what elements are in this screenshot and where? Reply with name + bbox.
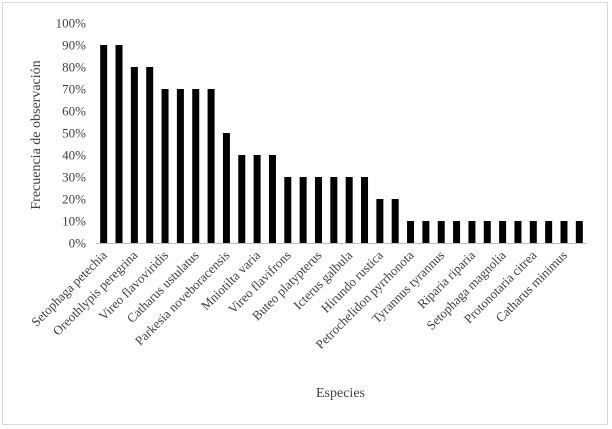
bar	[330, 177, 338, 243]
bar	[560, 221, 568, 243]
bar	[468, 221, 476, 243]
y-tick-label: 90%	[62, 38, 86, 53]
y-tick-label: 0%	[69, 236, 87, 251]
bar	[545, 221, 553, 243]
bar	[391, 199, 399, 243]
y-tick-label: 30%	[62, 170, 86, 185]
bar	[115, 45, 123, 243]
bars	[100, 45, 583, 243]
y-tick-label: 20%	[62, 192, 86, 207]
bar	[100, 45, 108, 243]
bar	[407, 221, 415, 243]
y-tick-label: 50%	[62, 126, 86, 141]
bar	[437, 221, 445, 243]
bar	[130, 67, 138, 243]
bar	[499, 221, 507, 243]
bar	[376, 199, 384, 243]
x-axis-title: Especies	[316, 386, 365, 401]
y-axis-title: Frecuencia de observación	[29, 60, 44, 209]
bar	[483, 221, 491, 243]
bar	[284, 177, 292, 243]
bar	[299, 177, 307, 243]
bar	[575, 221, 583, 243]
bar	[268, 155, 276, 243]
bar	[514, 221, 522, 243]
bar	[422, 221, 430, 243]
bar	[161, 89, 169, 243]
bar	[529, 221, 537, 243]
bar	[238, 155, 246, 243]
y-tick-label: 100%	[56, 16, 87, 31]
bar	[176, 89, 184, 243]
bar	[207, 89, 215, 243]
bar	[453, 221, 461, 243]
y-tick-label: 70%	[62, 82, 86, 97]
bar	[361, 177, 369, 243]
bar	[222, 133, 230, 243]
y-tick-label: 80%	[62, 60, 86, 75]
y-tick-label: 10%	[62, 214, 86, 229]
bar	[146, 67, 154, 243]
y-tick-label: 40%	[62, 148, 86, 163]
y-tick-label: 60%	[62, 104, 86, 119]
bar	[253, 155, 261, 243]
bar	[192, 89, 200, 243]
bar	[345, 177, 353, 243]
bar	[314, 177, 322, 243]
y-axis-ticks: 0% 10% 20% 30% 40% 50% 60% 70% 80% 90% 100%	[56, 16, 87, 251]
